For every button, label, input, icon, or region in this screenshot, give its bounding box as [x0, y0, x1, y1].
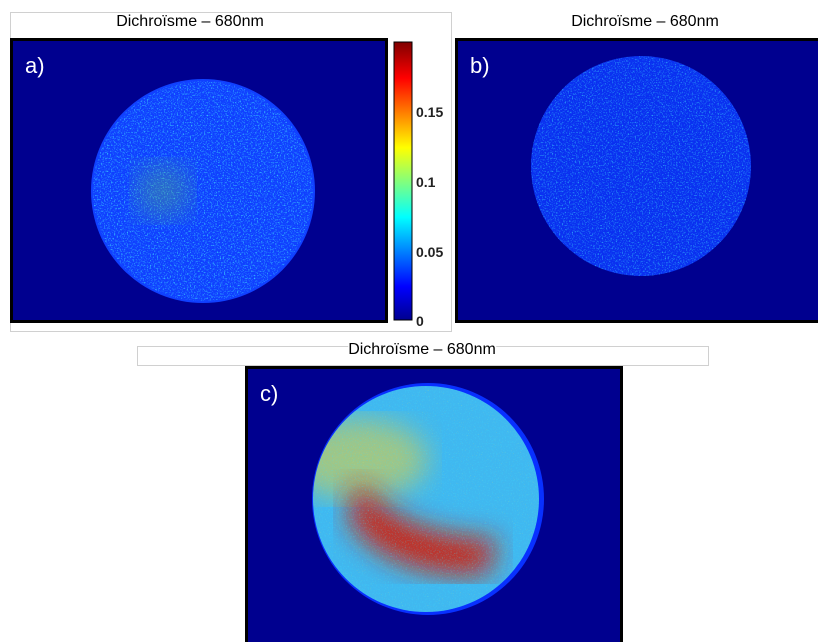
- image-b: b): [455, 38, 818, 323]
- noise: [93, 81, 313, 301]
- texture: [531, 56, 751, 276]
- noise: [313, 386, 539, 612]
- colorbar-tick: 0.05: [416, 244, 444, 260]
- colorbar-tick: 0.1: [416, 174, 436, 190]
- heatmap: [531, 56, 751, 276]
- heatmap: [91, 79, 315, 303]
- panel-title: Dichroïsme – 680nm: [116, 13, 264, 30]
- colorbar-tick: 0: [416, 313, 424, 329]
- noise: [531, 56, 751, 276]
- panel-label: a): [25, 53, 45, 78]
- texture: [313, 386, 539, 612]
- panel-title: Dichroïsme – 680nm: [571, 13, 719, 31]
- texture: [93, 81, 313, 301]
- spot: [135, 163, 191, 219]
- panel-label: b): [470, 53, 490, 78]
- image-c: c): [245, 366, 623, 642]
- image-a: a): [10, 38, 388, 323]
- panel-title: Dichroïsme – 680nm: [348, 341, 496, 359]
- colorbar-tick: 0.15: [416, 104, 444, 120]
- heatmap: [312, 383, 544, 615]
- panel-label: c): [260, 381, 279, 406]
